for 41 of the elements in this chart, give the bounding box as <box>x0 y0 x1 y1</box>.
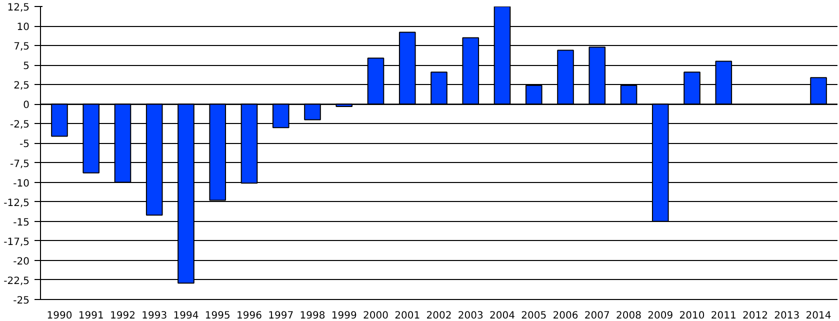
x-tick-label: 2004 <box>490 310 515 321</box>
x-tick-label: 1992 <box>110 310 136 321</box>
x-tick-label: 1997 <box>268 310 294 321</box>
x-tick-label: 1999 <box>331 310 357 321</box>
y-tick-label: -2,5 <box>10 120 30 131</box>
x-tick-label: 2011 <box>710 310 736 321</box>
y-tick-label: 7,5 <box>14 42 30 53</box>
x-tick-label: 2000 <box>363 310 388 321</box>
x-tick-label: 2014 <box>806 310 832 321</box>
y-tick-label: -17,5 <box>4 236 30 248</box>
y-tick-label: 2,5 <box>14 80 30 92</box>
x-tick-label: 2010 <box>679 310 705 321</box>
x-tick-label: 1994 <box>173 310 199 321</box>
x-tick-label: 2001 <box>394 310 420 321</box>
x-tick-label: 2002 <box>426 310 452 321</box>
x-tick-label: 1996 <box>236 310 262 321</box>
x-tick-label: 2006 <box>552 310 578 321</box>
y-tick-label: 0 <box>23 100 30 112</box>
y-tick-label: -5 <box>20 139 30 150</box>
y-tick-label: -22,5 <box>4 276 30 287</box>
y-tick-label: -20 <box>13 256 30 268</box>
x-tick-label: 2005 <box>521 310 547 321</box>
x-tick-label: 2007 <box>584 310 610 321</box>
y-tick-label: -12,5 <box>4 198 30 209</box>
y-tick-label: -25 <box>13 296 30 306</box>
x-tick-label: 2013 <box>774 310 800 321</box>
y-tick-label: 5 <box>23 61 30 72</box>
x-tick-label: 2012 <box>742 310 768 321</box>
x-tick-label: 2009 <box>648 310 674 321</box>
x-tick-label: 2008 <box>616 310 642 321</box>
y-tick-label: -15 <box>13 217 30 228</box>
x-tick-label: 2003 <box>458 310 484 321</box>
y-tick-label: 12,5 <box>7 2 30 14</box>
x-tick-label: 1995 <box>204 310 230 321</box>
y-tick-label: 10 <box>16 22 30 34</box>
x-tick-label: 1993 <box>142 310 168 321</box>
y-tick-label: -7,5 <box>10 158 30 170</box>
x-tick-label: 1990 <box>46 310 72 321</box>
x-tick-label: 1991 <box>78 310 104 321</box>
x-tick-label: 1998 <box>300 310 326 321</box>
y-tick-label: -10 <box>13 178 30 190</box>
